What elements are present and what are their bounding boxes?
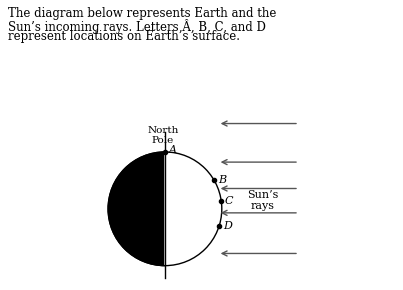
Text: North
Pole: North Pole [147,126,179,145]
Wedge shape [108,152,165,266]
Text: B: B [218,175,226,185]
Text: represent locations on Earth’s surface.: represent locations on Earth’s surface. [8,30,240,44]
Text: Sun’s incoming rays. Letters Â, B, C, and D: Sun’s incoming rays. Letters Â, B, C, an… [8,19,266,34]
Text: D: D [223,221,232,231]
Text: The diagram below represents Earth and the: The diagram below represents Earth and t… [8,7,276,20]
Text: Sun’s
rays: Sun’s rays [247,190,278,211]
Text: C: C [225,196,233,206]
Wedge shape [165,152,222,266]
Text: A: A [168,145,177,155]
